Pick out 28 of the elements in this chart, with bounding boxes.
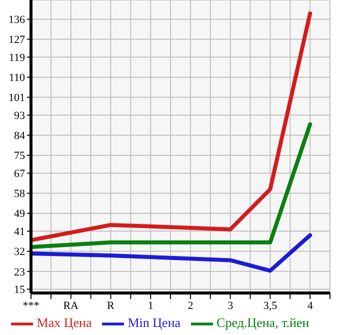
y-tick-label: 75 — [14, 150, 26, 162]
y-tick-label: 23 — [14, 266, 26, 278]
y-tick-label: 101 — [8, 92, 25, 104]
y-tick-label: 41 — [14, 226, 25, 238]
y-tick-label: 93 — [14, 110, 26, 122]
y-tick-label: 15 — [14, 284, 26, 296]
y-tick-label: 136 — [8, 14, 26, 26]
x-tick-label: 1 — [148, 300, 154, 312]
x-tick-label: RA — [63, 300, 79, 312]
x-tick-label: *** — [22, 300, 40, 312]
y-tick-label: 67 — [14, 168, 26, 180]
y-tick-label: 110 — [8, 72, 26, 84]
legend-label: Сред.Цена, т.йен — [216, 314, 310, 330]
x-tick-label: 2 — [188, 300, 194, 312]
x-tick-label: 3 — [228, 300, 234, 312]
y-tick-label: 32 — [14, 246, 25, 258]
y-tick-label: 84 — [14, 130, 26, 142]
y-tick-label: 58 — [14, 188, 26, 200]
x-tick-label: 4 — [307, 300, 314, 312]
x-tick-label: R — [107, 300, 116, 312]
y-tick-label: 119 — [8, 52, 26, 64]
y-tick-label: 127 — [8, 34, 26, 46]
line-series — [31, 11, 312, 242]
legend-label: Max Цена — [36, 314, 92, 330]
x-tick-label: 3,5 — [263, 300, 278, 312]
legend-label: Min Цена — [128, 314, 181, 330]
y-tick-label: 49 — [14, 208, 26, 220]
line-series — [31, 233, 312, 273]
